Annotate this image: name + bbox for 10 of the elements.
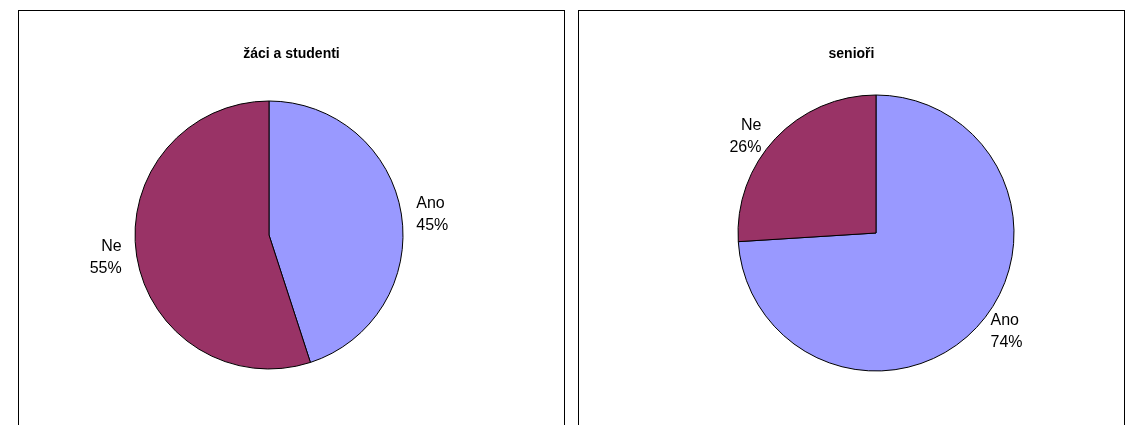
chart-title: senioři (828, 45, 875, 61)
chart-title: žáci a studenti (243, 45, 340, 61)
data-label: 26% (729, 138, 762, 156)
slice-label: Ne (741, 116, 762, 134)
slice-label: Ano (990, 310, 1020, 328)
slice-label: Ne (101, 237, 122, 255)
data-label: 74% (990, 332, 1023, 350)
slice-label: Ano (416, 193, 445, 211)
data-label: 45% (416, 215, 449, 233)
data-label: 55% (89, 259, 122, 277)
